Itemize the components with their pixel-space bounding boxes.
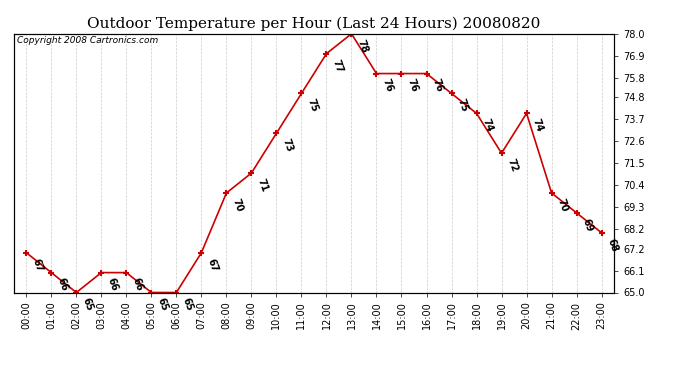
- Title: Outdoor Temperature per Hour (Last 24 Hours) 20080820: Outdoor Temperature per Hour (Last 24 Ho…: [87, 17, 541, 31]
- Text: 65: 65: [155, 297, 170, 313]
- Text: 70: 70: [230, 197, 244, 213]
- Text: 66: 66: [106, 277, 119, 293]
- Text: 74: 74: [531, 117, 544, 134]
- Text: 78: 78: [355, 38, 370, 54]
- Text: 66: 66: [130, 277, 144, 293]
- Text: 76: 76: [406, 78, 420, 94]
- Text: Copyright 2008 Cartronics.com: Copyright 2008 Cartronics.com: [17, 36, 158, 45]
- Text: 67: 67: [30, 257, 44, 273]
- Text: 66: 66: [55, 277, 70, 293]
- Text: 70: 70: [555, 197, 570, 213]
- Text: 69: 69: [581, 217, 595, 233]
- Text: 74: 74: [481, 117, 495, 134]
- Text: 73: 73: [281, 137, 295, 153]
- Text: 71: 71: [255, 177, 270, 194]
- Text: 65: 65: [181, 297, 195, 313]
- Text: 67: 67: [206, 257, 219, 273]
- Text: 75: 75: [455, 98, 470, 114]
- Text: 76: 76: [431, 78, 444, 94]
- Text: 65: 65: [81, 297, 95, 313]
- Text: 76: 76: [381, 78, 395, 94]
- Text: 77: 77: [331, 58, 344, 74]
- Text: 72: 72: [506, 158, 520, 174]
- Text: 75: 75: [306, 98, 319, 114]
- Text: 68: 68: [606, 237, 620, 253]
